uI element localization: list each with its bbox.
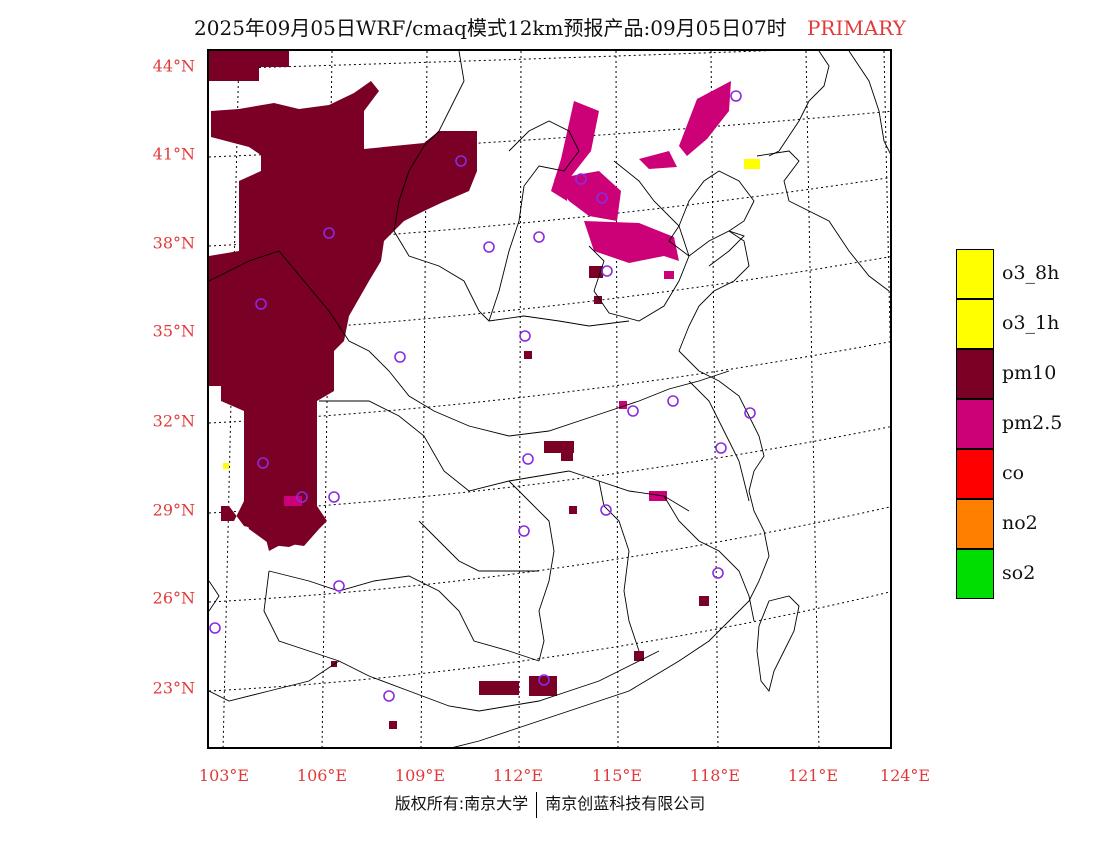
legend-swatch-so2 [956, 549, 994, 599]
lon-label-109: 109°E [394, 766, 446, 785]
footer-right-text: 南京创蓝科技有限公司 [545, 794, 706, 813]
coastline [453, 51, 890, 747]
legend-label-o3-8h: o3_8h [1002, 262, 1060, 284]
lat-label-32: 32°N [152, 411, 195, 431]
legend-label-o3-1h: o3_1h [1002, 312, 1060, 334]
lon-label-112: 112°E [492, 766, 544, 785]
map-frame [207, 49, 892, 749]
legend-label-co: co [1002, 462, 1025, 484]
legend-swatch-o3-1h [956, 299, 994, 349]
province-boundaries [209, 51, 755, 712]
lat-label-29: 29°N [152, 500, 195, 520]
lat-label-44: 44°N [152, 56, 195, 76]
legend-swatch-o3-8h [956, 249, 994, 299]
lon-label-103: 103°E [198, 766, 250, 785]
legend-swatch-pm25 [956, 399, 994, 449]
footer-separator [536, 791, 538, 818]
lon-label-106: 106°E [296, 766, 348, 785]
copyright-footer: 版权所有:南京大学 南京创蓝科技有限公司 [0, 790, 1100, 818]
pm10-western-region [209, 51, 477, 551]
footer-left-text: 版权所有:南京大学 [394, 794, 529, 813]
legend-label-so2: so2 [1002, 562, 1036, 584]
legend-label-pm25: pm2.5 [1002, 412, 1063, 434]
map-title: 2025年09月05日WRF/cmaq模式12km预报产品:09月05日07时 … [0, 12, 1100, 41]
map-canvas [209, 51, 890, 747]
lon-label-118: 118°E [689, 766, 741, 785]
lon-label-121: 121°E [787, 766, 839, 785]
pollution-specks [223, 159, 760, 729]
legend-label-no2: no2 [1002, 512, 1038, 534]
legend-swatch-no2 [956, 499, 994, 549]
lat-label-41: 41°N [152, 144, 195, 164]
lon-label-115: 115°E [591, 766, 643, 785]
lat-label-38: 38°N [152, 233, 195, 253]
title-main: 2025年09月05日WRF/cmaq模式12km预报产品:09月05日07时 [194, 16, 787, 40]
pm25-northern-plume [551, 81, 731, 263]
lat-label-26: 26°N [152, 588, 195, 608]
legend-label-pm10: pm10 [1002, 362, 1057, 384]
lat-label-35: 35°N [152, 321, 195, 341]
lat-label-23: 23°N [152, 678, 195, 698]
legend-swatch-co [956, 449, 994, 499]
legend-swatch-pm10 [956, 349, 994, 399]
station-markers [209, 90, 756, 702]
title-primary-tag: PRIMARY [806, 16, 906, 40]
lon-label-124: 124°E [879, 766, 931, 785]
